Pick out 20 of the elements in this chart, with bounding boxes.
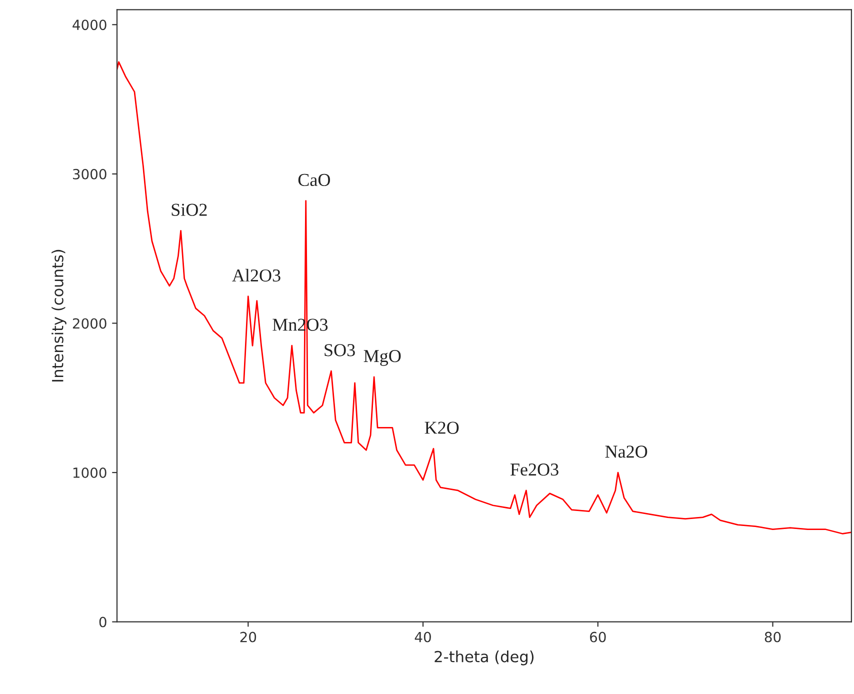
annotation: Al2O3 bbox=[232, 268, 280, 282]
annotation: MgO bbox=[364, 350, 401, 366]
y-tick-label: 4000 bbox=[72, 20, 106, 30]
annotation: K2O bbox=[424, 422, 459, 434]
line-series bbox=[117, 61, 852, 534]
x-tick-label: 60 bbox=[590, 632, 606, 642]
annotation: SO3 bbox=[324, 344, 355, 356]
annotation: Fe2O3 bbox=[510, 464, 558, 476]
annotation: SiO2 bbox=[172, 204, 207, 216]
x-axis-title: 2-theta (deg) bbox=[434, 650, 534, 666]
x-tick-label: 40 bbox=[414, 632, 431, 642]
x-tick-label: 20 bbox=[240, 632, 256, 642]
y-tick-label: 1000 bbox=[73, 468, 106, 478]
y-axis-title: Intensity (counts) bbox=[52, 250, 66, 382]
y-tick-label: 0 bbox=[99, 616, 106, 628]
annotation: Na2O bbox=[605, 446, 648, 458]
y-tick-label: 3000 bbox=[72, 168, 106, 180]
x-tick-label: 80 bbox=[764, 632, 781, 642]
y-tick-label: 2000 bbox=[72, 318, 106, 329]
annotation: CaO bbox=[298, 174, 330, 186]
